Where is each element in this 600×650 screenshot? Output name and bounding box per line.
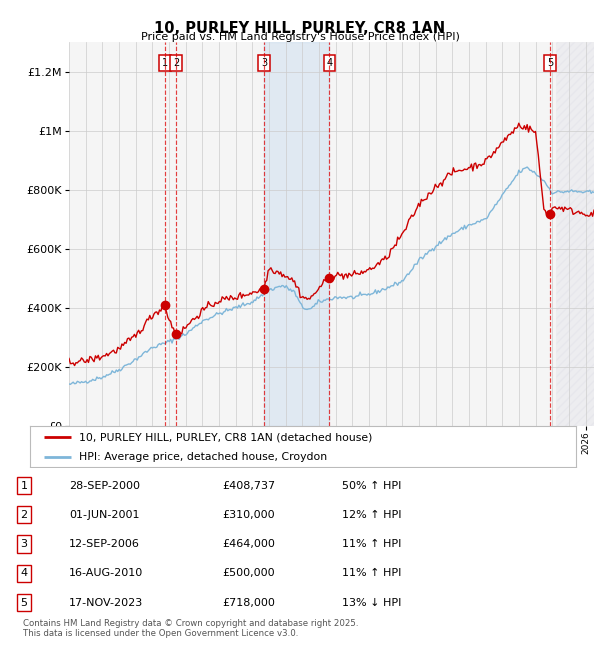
Text: 01-JUN-2001: 01-JUN-2001: [69, 510, 139, 520]
Text: 12-SEP-2006: 12-SEP-2006: [69, 539, 140, 549]
Text: 16-AUG-2010: 16-AUG-2010: [69, 568, 143, 578]
Text: HPI: Average price, detached house, Croydon: HPI: Average price, detached house, Croy…: [79, 452, 327, 461]
Text: 5: 5: [20, 597, 28, 608]
Text: 5: 5: [547, 58, 553, 68]
Text: 4: 4: [20, 568, 28, 578]
Text: £464,000: £464,000: [222, 539, 275, 549]
Text: £500,000: £500,000: [222, 568, 275, 578]
Text: 50% ↑ HPI: 50% ↑ HPI: [342, 480, 401, 491]
Text: 10, PURLEY HILL, PURLEY, CR8 1AN (detached house): 10, PURLEY HILL, PURLEY, CR8 1AN (detach…: [79, 432, 373, 442]
Text: 13% ↓ HPI: 13% ↓ HPI: [342, 597, 401, 608]
Text: £310,000: £310,000: [222, 510, 275, 520]
Text: 3: 3: [20, 539, 28, 549]
Text: 11% ↑ HPI: 11% ↑ HPI: [342, 568, 401, 578]
Text: 1: 1: [162, 58, 168, 68]
Text: 4: 4: [326, 58, 332, 68]
Text: 2: 2: [20, 510, 28, 520]
Text: 17-NOV-2023: 17-NOV-2023: [69, 597, 143, 608]
Text: 2: 2: [173, 58, 179, 68]
Text: 10, PURLEY HILL, PURLEY, CR8 1AN: 10, PURLEY HILL, PURLEY, CR8 1AN: [154, 21, 446, 36]
Text: Contains HM Land Registry data © Crown copyright and database right 2025.
This d: Contains HM Land Registry data © Crown c…: [23, 619, 358, 638]
Text: 11% ↑ HPI: 11% ↑ HPI: [342, 539, 401, 549]
Text: £718,000: £718,000: [222, 597, 275, 608]
Text: 1: 1: [20, 480, 28, 491]
Bar: [556, 42, 600, 426]
Text: £408,737: £408,737: [222, 480, 275, 491]
Text: Price paid vs. HM Land Registry's House Price Index (HPI): Price paid vs. HM Land Registry's House …: [140, 32, 460, 42]
Bar: [264, 42, 329, 426]
Text: 3: 3: [261, 58, 267, 68]
Text: 12% ↑ HPI: 12% ↑ HPI: [342, 510, 401, 520]
Text: 28-SEP-2000: 28-SEP-2000: [69, 480, 140, 491]
